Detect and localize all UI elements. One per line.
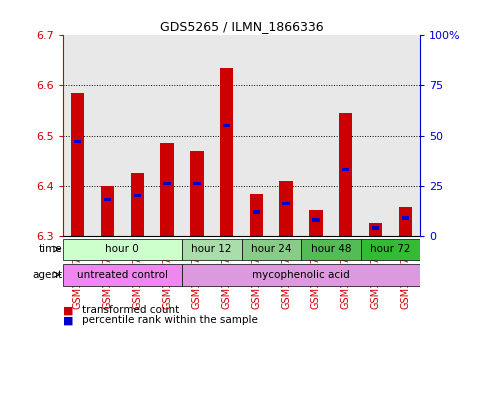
Bar (74, 140, 81, 143)
Bar (402, 216, 409, 220)
Text: agent: agent (33, 270, 63, 280)
Bar (63, 35, 93, 236)
Bar (190, 151, 203, 236)
Text: time: time (39, 244, 63, 254)
Bar (71, 93, 85, 236)
Text: transformed count: transformed count (82, 305, 179, 316)
Bar (163, 182, 170, 185)
FancyBboxPatch shape (182, 264, 420, 286)
Bar (101, 185, 114, 236)
Bar (93, 35, 122, 236)
Bar (182, 35, 212, 236)
Bar (369, 223, 382, 236)
Text: hour 24: hour 24 (251, 244, 292, 254)
Title: GDS5265 / ILMN_1866336: GDS5265 / ILMN_1866336 (160, 20, 323, 33)
Text: percentile rank within the sample: percentile rank within the sample (82, 315, 258, 325)
Bar (152, 35, 182, 236)
Bar (339, 113, 353, 236)
Bar (390, 35, 420, 236)
Bar (283, 202, 290, 206)
Text: ■: ■ (63, 315, 73, 325)
Bar (361, 35, 390, 236)
Bar (223, 124, 230, 127)
Bar (331, 35, 361, 236)
Bar (250, 194, 263, 236)
Bar (342, 168, 349, 171)
Bar (130, 173, 144, 236)
FancyBboxPatch shape (361, 239, 420, 260)
Bar (193, 182, 200, 185)
Bar (253, 210, 260, 213)
Bar (122, 35, 152, 236)
Text: mycophenolic acid: mycophenolic acid (252, 270, 350, 280)
FancyBboxPatch shape (63, 239, 182, 260)
Text: ■: ■ (63, 305, 73, 316)
Bar (398, 207, 412, 236)
Bar (313, 218, 320, 222)
Text: hour 48: hour 48 (311, 244, 351, 254)
FancyBboxPatch shape (301, 239, 361, 260)
Bar (271, 35, 301, 236)
FancyBboxPatch shape (182, 239, 242, 260)
Bar (242, 35, 271, 236)
Text: hour 12: hour 12 (191, 244, 232, 254)
Bar (280, 181, 293, 236)
FancyBboxPatch shape (63, 264, 182, 286)
Bar (212, 35, 242, 236)
Bar (134, 194, 141, 197)
Text: hour 72: hour 72 (370, 244, 411, 254)
Text: hour 0: hour 0 (105, 244, 139, 254)
Bar (104, 198, 111, 202)
Bar (309, 210, 323, 236)
Bar (220, 68, 233, 236)
Text: untreated control: untreated control (77, 270, 168, 280)
Bar (372, 226, 379, 230)
Bar (301, 35, 331, 236)
Bar (160, 143, 174, 236)
FancyBboxPatch shape (242, 239, 301, 260)
